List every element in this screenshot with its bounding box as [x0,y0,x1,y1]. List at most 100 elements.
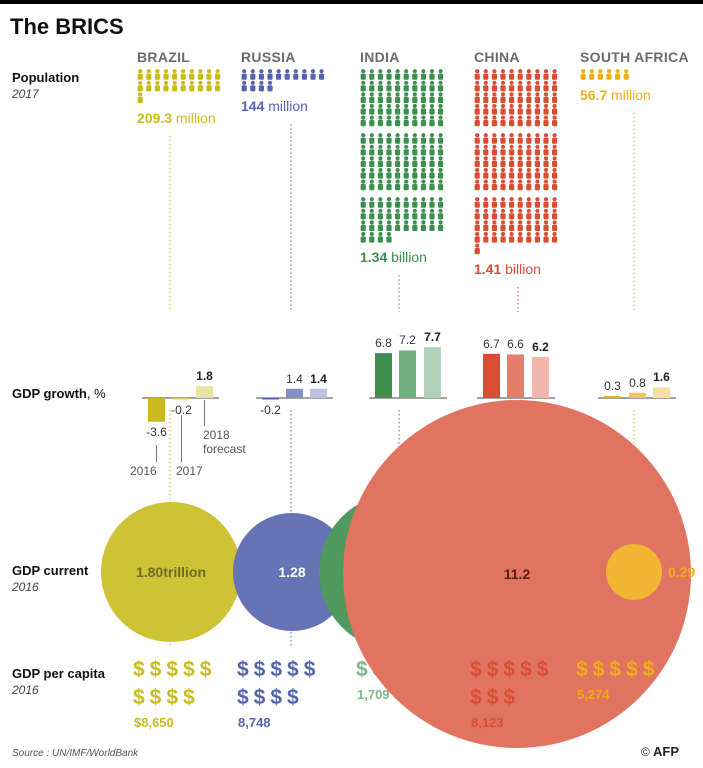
person-icon-body [534,137,540,144]
person-icon-head [404,103,409,109]
person-icon [137,69,143,80]
person-icon [526,231,532,243]
person-icon-body [172,85,178,92]
person-icon-body [534,73,540,80]
person-icon-body [534,85,540,92]
person-icon-head [500,115,506,120]
person-icon [172,80,178,92]
person-icon-body [500,172,506,179]
person-icon [360,80,366,92]
person-icon-body [250,85,256,92]
person-icon [377,167,383,179]
person-icon-body [552,85,558,92]
person-icon [483,167,489,179]
population-row-year: 2017 [12,87,39,101]
person-icon-body [509,172,515,179]
growth-value-south_africa: 1.6 [653,370,670,385]
person-icon-body [500,85,506,92]
person-icon-body [377,201,383,208]
person-icon-body [429,172,435,179]
person-icon-head [395,167,400,173]
person-icon-head [369,220,374,225]
person-icon [526,80,532,92]
person-icon-head [475,220,480,225]
person-icon-body [429,108,435,115]
person-icon-body [395,224,401,231]
country-name-south_africa: SOUTH AFRICA [580,49,689,65]
person-icon [474,179,480,191]
person-icon-head [526,197,531,202]
person-icon [509,167,515,179]
person-icon-head [395,179,400,184]
person-icon-head [543,115,549,120]
growth-value-china: 6.7 [483,336,500,351]
person-icon-head [438,115,443,120]
person-icon-head [492,220,497,225]
person-icon [517,80,523,92]
person-icon-head [215,69,220,74]
person-icon [146,69,152,80]
person-icon-head [535,156,540,161]
person-icon-head [475,231,480,237]
person-icon [517,197,523,208]
person-icon-head [369,156,374,161]
person-icon-head [412,167,417,173]
person-icon [438,115,444,127]
person-icon-head [404,133,409,138]
person-icon [420,133,426,144]
person-icon [395,133,401,144]
person-icon-body [403,224,409,231]
growth-value-india: 6.8 [375,336,392,351]
person-icon-head [535,179,540,184]
person-icon-head [369,133,374,138]
person-icon [163,80,169,92]
person-icon [360,92,366,103]
person-icon [543,220,549,231]
person-icon-head [386,231,392,237]
person-icon-body [197,73,203,80]
person-icon-head [421,156,426,161]
person-icon-head [404,179,409,184]
person-icon-head [404,197,409,202]
person-icon-body [580,73,586,80]
person-icon [412,115,418,127]
person-icon-head [250,80,255,85]
person-icon [429,156,435,167]
person-icon-head [500,167,506,173]
person-icon-body [377,108,383,115]
person-icon [154,69,160,80]
person-icon [360,208,366,220]
person-icon-body [360,96,366,103]
person-icon-body [517,236,523,243]
afp-logo: © AFP [641,744,679,759]
person-icon-body [377,184,383,191]
person-icon [369,133,375,144]
person-icon [438,92,444,103]
person-icon [526,133,532,144]
person-icon-body [517,120,523,127]
person-icon-head [429,156,435,161]
gdp-value: 11.2 [503,565,531,582]
person-icon [429,92,435,103]
person-icon-body [552,160,558,167]
person-icon-body [474,120,480,127]
person-icon [241,80,247,92]
person-icon-head [404,115,409,120]
person-icon [420,92,426,103]
person-icon-body [474,201,480,208]
person-icon [360,115,366,127]
person-icon-head [518,179,523,184]
person-icon-body [403,213,409,220]
population-unit: million [264,98,308,115]
person-icon [241,69,247,80]
person-icon [534,92,540,103]
per-capita-value-south_africa: 5,274 [577,687,610,702]
person-icon [360,179,366,191]
person-icon [526,197,532,208]
person-icon-head [492,144,497,149]
person-icon-body [420,184,426,191]
person-icon-head [500,179,506,184]
person-icon-head [302,69,307,74]
person-icon-body [474,213,480,220]
growth-value-russia: -0.2 [260,402,281,417]
